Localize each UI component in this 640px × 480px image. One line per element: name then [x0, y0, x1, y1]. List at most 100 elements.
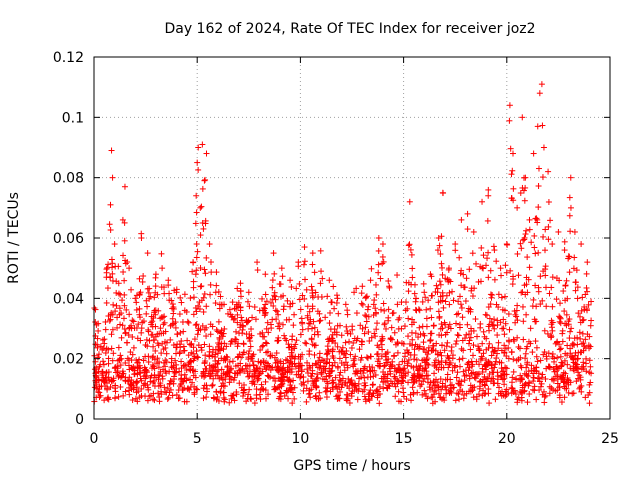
background-point	[501, 293, 508, 300]
background-point	[551, 368, 558, 375]
background-point	[361, 330, 368, 337]
background-point	[455, 332, 462, 339]
background-point	[213, 326, 220, 333]
background-point	[97, 343, 104, 350]
background-point	[194, 331, 201, 338]
background-point	[564, 295, 571, 302]
background-point	[520, 336, 527, 343]
background-point	[214, 350, 221, 357]
background-point	[443, 390, 450, 397]
background-point	[344, 395, 351, 402]
background-point	[499, 368, 506, 375]
background-point	[312, 360, 319, 367]
background-point	[333, 292, 340, 299]
background-point	[537, 273, 544, 280]
background-point	[365, 328, 372, 335]
background-point	[362, 312, 369, 319]
background-point	[413, 356, 420, 363]
background-point	[314, 328, 321, 335]
y-tick-label: 0.12	[53, 50, 84, 66]
background-point	[446, 301, 453, 308]
background-point	[409, 384, 416, 391]
background-point	[482, 362, 489, 369]
background-point	[263, 298, 270, 305]
background-point	[499, 376, 506, 383]
background-point	[185, 319, 192, 326]
background-point	[336, 355, 343, 362]
background-point	[514, 317, 521, 324]
background-point	[291, 395, 298, 402]
background-point	[342, 350, 349, 357]
background-point	[117, 321, 124, 328]
background-point	[246, 348, 253, 355]
background-point	[366, 338, 373, 345]
background-point	[526, 226, 533, 233]
background-point	[286, 353, 293, 360]
background-point	[163, 389, 170, 396]
background-point	[560, 288, 567, 295]
background-point	[202, 270, 209, 277]
background-point	[273, 366, 280, 373]
background-point	[541, 327, 548, 334]
background-point	[349, 388, 356, 395]
background-point	[97, 392, 104, 399]
background-point	[311, 269, 318, 276]
background-point	[535, 204, 542, 211]
background-point	[128, 286, 135, 293]
background-point	[194, 248, 201, 255]
background-point	[106, 221, 113, 228]
background-point	[424, 351, 431, 358]
background-point	[386, 365, 393, 372]
background-point	[309, 261, 316, 268]
background-point	[308, 283, 315, 290]
background-point	[352, 353, 359, 360]
background-point	[517, 372, 524, 379]
background-point	[471, 374, 478, 381]
background-point	[121, 277, 128, 284]
background-point	[426, 384, 433, 391]
background-point	[268, 299, 275, 306]
background-point	[341, 361, 348, 368]
background-point	[584, 331, 591, 338]
background-point	[337, 369, 344, 376]
background-point	[150, 343, 157, 350]
background-point	[314, 374, 321, 381]
background-point	[547, 217, 554, 224]
background-point	[165, 394, 172, 401]
background-point	[145, 358, 152, 365]
background-point	[439, 297, 446, 304]
background-point	[505, 355, 512, 362]
background-point	[479, 369, 486, 376]
background-point	[436, 278, 443, 285]
background-point	[350, 362, 357, 369]
background-point	[214, 361, 221, 368]
background-point	[478, 278, 485, 285]
background-point	[523, 345, 530, 352]
y-tick-label: 0.04	[53, 291, 84, 307]
background-point	[405, 369, 412, 376]
background-point	[375, 355, 382, 362]
background-point	[167, 386, 174, 393]
background-point	[466, 331, 473, 338]
background-point	[518, 289, 525, 296]
background-point	[253, 395, 260, 402]
background-point	[365, 313, 372, 320]
background-point	[437, 281, 444, 288]
background-point	[115, 290, 122, 297]
background-point	[296, 280, 303, 287]
background-point	[557, 345, 564, 352]
background-point	[456, 396, 463, 403]
background-point	[449, 288, 456, 295]
background-point	[157, 325, 164, 332]
background-point	[156, 372, 163, 379]
background-point	[300, 387, 307, 394]
background-point	[472, 375, 479, 382]
background-point	[275, 369, 282, 376]
background-point	[199, 185, 206, 192]
background-point	[435, 308, 442, 315]
background-point	[522, 380, 529, 387]
background-point	[200, 395, 207, 402]
background-point	[129, 397, 136, 404]
background-point	[431, 370, 438, 377]
background-point	[394, 339, 401, 346]
